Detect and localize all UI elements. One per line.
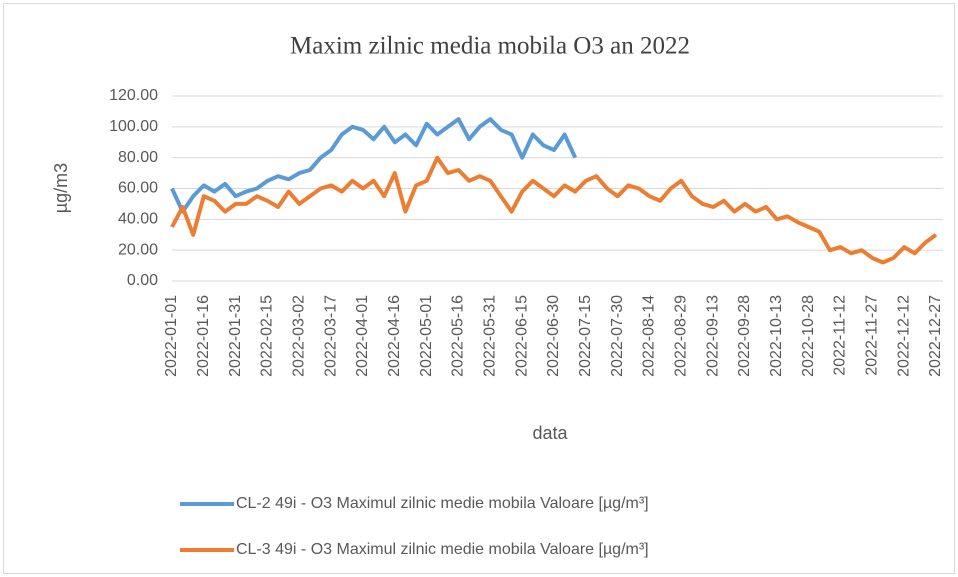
chart-border (3, 3, 955, 574)
x-tick-label: 2022-03-02 (291, 295, 308, 377)
line-series (170, 117, 578, 214)
x-tick-label: 2022-11-12 (832, 295, 849, 376)
y-tick-label: 100.00 (109, 118, 158, 135)
legend-label: CL-3 49i - O3 Maximul zilnic medie mobil… (236, 541, 649, 558)
x-tick-label: 2022-01-16 (195, 295, 212, 377)
y-tick-label: 60.00 (118, 180, 158, 197)
x-tick-label: 2022-05-31 (482, 295, 499, 377)
line-series (170, 155, 938, 265)
x-tick-label: 2022-04-01 (354, 295, 371, 377)
x-tick-label: 2022-09-13 (704, 295, 721, 377)
y-axis-label: µg/m3 (51, 163, 71, 213)
y-tick-label: 120.00 (109, 87, 158, 104)
x-tick-label: 2022-04-16 (386, 295, 403, 377)
x-tick-label: 2022-01-31 (227, 295, 244, 377)
chart-title: Maxim zilnic media mobila O3 an 2022 (290, 33, 690, 60)
x-tick-label: 2022-06-15 (513, 295, 530, 377)
y-tick-label: 40.00 (118, 211, 158, 228)
x-tick-label: 2022-08-14 (641, 295, 658, 377)
x-tick-label: 2022-07-30 (609, 295, 626, 377)
x-tick-label: 2022-01-01 (163, 295, 180, 377)
x-tick-label: 2022-10-13 (768, 295, 785, 377)
y-tick-label: 20.00 (118, 241, 158, 258)
x-tick-label: 2022-02-15 (259, 295, 276, 377)
x-tick-label: 2022-06-30 (545, 295, 562, 377)
x-tick-label: 2022-11-27 (864, 295, 881, 376)
y-tick-label: 0.00 (127, 272, 158, 289)
x-tick-label: 2022-05-01 (418, 295, 435, 377)
x-tick-label: 2022-12-27 (927, 295, 944, 377)
x-tick-label: 2022-05-16 (450, 295, 467, 377)
x-tick-label: 2022-08-29 (673, 295, 690, 377)
y-tick-label: 80.00 (118, 149, 158, 166)
x-tick-label: 2022-09-28 (736, 295, 753, 377)
x-tick-label: 2022-07-15 (577, 295, 594, 377)
x-tick-label: 2022-12-12 (895, 295, 912, 377)
x-axis-label: data (532, 423, 568, 443)
legend-label: CL-2 49i - O3 Maximul zilnic medie mobil… (236, 495, 649, 512)
x-tick-label: 2022-03-17 (322, 295, 339, 377)
x-tick-label: 2022-10-28 (800, 295, 817, 377)
